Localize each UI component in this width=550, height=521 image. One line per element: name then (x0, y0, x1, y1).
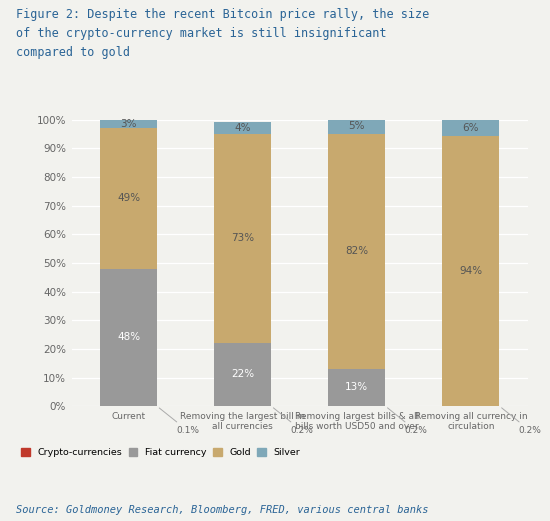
Text: 4%: 4% (234, 123, 251, 133)
Text: 48%: 48% (117, 332, 140, 342)
Bar (442, 119, 499, 137)
Bar (442, 137, 499, 406)
Text: 22%: 22% (231, 369, 254, 379)
Text: 49%: 49% (117, 193, 140, 203)
Bar (214, 343, 271, 406)
Bar (100, 268, 157, 406)
Bar (100, 128, 157, 268)
Text: 3%: 3% (120, 119, 137, 129)
Text: 13%: 13% (345, 382, 368, 392)
Text: 94%: 94% (459, 266, 482, 276)
Text: 82%: 82% (345, 246, 368, 256)
Bar (328, 368, 386, 406)
Text: 0.1%: 0.1% (160, 408, 200, 436)
Bar (328, 133, 386, 368)
Bar (100, 119, 157, 128)
Text: 5%: 5% (349, 121, 365, 131)
Bar (214, 133, 271, 343)
Text: 73%: 73% (231, 233, 254, 243)
Text: Figure 2: Despite the recent Bitcoin price rally, the size
of the crypto-currenc: Figure 2: Despite the recent Bitcoin pri… (16, 8, 430, 59)
Bar (328, 119, 386, 133)
Text: 6%: 6% (463, 123, 479, 133)
Text: 0.2%: 0.2% (502, 408, 542, 436)
Legend: Crypto-currencies, Fiat currency, Gold, Silver: Crypto-currencies, Fiat currency, Gold, … (21, 449, 300, 457)
Text: 0.2%: 0.2% (388, 408, 427, 436)
Bar (214, 122, 271, 133)
Text: 0.2%: 0.2% (273, 408, 314, 436)
Text: Source: Goldmoney Research, Bloomberg, FRED, various central banks: Source: Goldmoney Research, Bloomberg, F… (16, 505, 429, 515)
